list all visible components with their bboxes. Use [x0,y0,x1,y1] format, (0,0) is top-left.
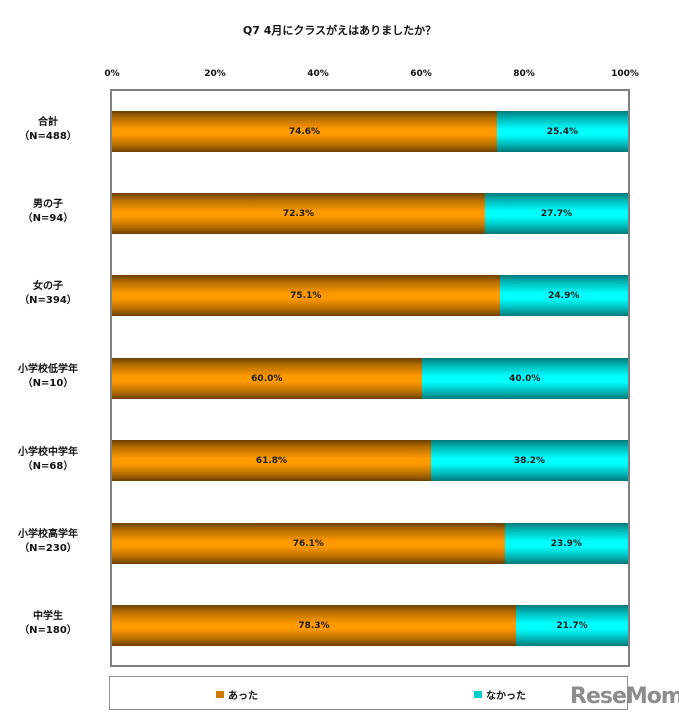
bar-row: 74.6% 25.4% [112,111,628,152]
category-n: （N=10） [22,378,74,389]
x-tick-100: 100% [611,69,639,79]
chart-title: Q7 4月にクラスがえはありましたか？ [242,24,437,37]
bar-segment-nakatta: 27.7% [485,193,628,234]
x-tick-40: 40% [307,69,329,79]
bar-segment-atta: 78.3% [112,605,517,646]
category-label: 小学校中学年 （N=68） [0,446,103,474]
resemom-logo: ReseMom [570,684,679,709]
category-name: 女の子 [33,281,63,292]
bar-segment-nakatta: 40.0% [421,358,628,399]
bar-row: 78.3% 21.7% [112,605,628,646]
legend: あった なかった [109,676,628,710]
bar-row: 76.1% 23.9% [112,523,628,564]
category-label: 小学校高学年 （N=230） [0,528,103,556]
bar-row: 61.8% 38.2% [112,440,628,481]
data-label: 60.0% [251,373,283,384]
category-label: 小学校低学年 （N=10） [0,363,103,391]
bar-segment-atta: 74.6% [112,111,497,152]
data-label: 74.6% [288,126,321,137]
category-name: 男の子 [33,199,63,210]
x-tick-0: 0% [104,69,120,79]
data-label: 61.8% [255,455,288,466]
category-name: 小学校低学年 [18,364,78,375]
bar-segment-nakatta: 23.9% [504,523,628,564]
category-n: （N=488） [19,131,77,142]
bar-segment-nakatta: 24.9% [499,275,628,316]
category-name: 小学校中学年 [18,447,78,458]
data-label: 23.9% [550,538,582,549]
category-n: （N=68） [22,461,74,472]
x-tick-60: 60% [410,69,432,79]
category-n: （N=230） [19,543,77,554]
legend-item-nakatta: なかった [474,687,526,702]
legend-item-atta: あった [216,687,258,702]
category-n: （N=94） [22,213,74,224]
data-label: 40.0% [509,373,541,384]
data-label: 27.7% [540,208,573,219]
data-label: 72.3% [282,208,315,219]
bar-segment-nakatta: 38.2% [430,440,628,481]
bar-segment-atta: 72.3% [112,193,486,234]
bar-segment-atta: 76.1% [112,523,505,564]
category-label: 男の子 （N=94） [0,198,103,226]
legend-label: あった [228,691,258,702]
category-label: 中学生 （N=180） [0,610,103,638]
legend-swatch-icon [474,691,482,698]
bar-row: 72.3% 27.7% [112,193,628,234]
data-label: 75.1% [290,290,322,301]
category-name: 中学生 [33,611,63,622]
legend-label: なかった [486,691,526,702]
data-label: 24.9% [548,290,580,301]
category-name: 小学校高学年 [18,529,78,540]
category-n: （N=394） [19,295,77,306]
legend-swatch-icon [216,691,224,698]
x-tick-80: 80% [513,69,535,79]
category-label: 女の子 （N=394） [0,280,103,308]
bar-segment-atta: 61.8% [112,440,431,481]
bar-segment-atta: 75.1% [112,275,500,316]
bar-segment-nakatta: 25.4% [496,111,628,152]
category-n: （N=180） [19,625,77,636]
bar-segment-nakatta: 21.7% [516,605,628,646]
category-name: 合計 [38,117,58,128]
data-label: 38.2% [513,455,546,466]
bar-row: 60.0% 40.0% [112,358,628,399]
data-label: 78.3% [298,620,330,631]
bar-row: 75.1% 24.9% [112,275,628,316]
bar-segment-atta: 60.0% [112,358,422,399]
data-label: 21.7% [556,620,588,631]
category-label: 合計 （N=488） [0,116,103,144]
plot-area: 74.6% 25.4% 72.3% 27.7% 75.1% 24.9% 60.0… [110,89,630,667]
x-tick-20: 20% [204,69,226,79]
data-label: 76.1% [292,538,324,549]
data-label: 25.4% [546,126,579,137]
